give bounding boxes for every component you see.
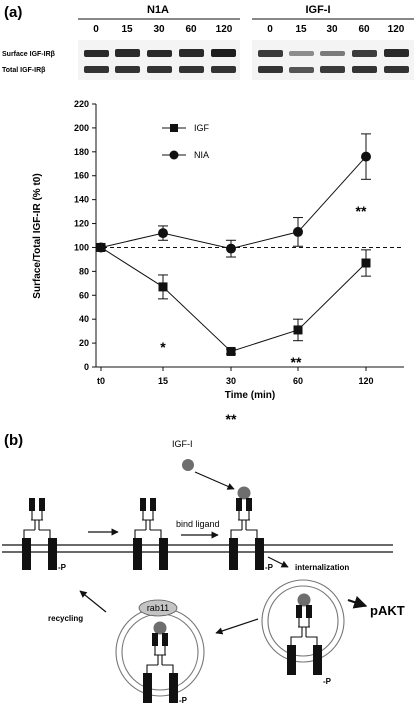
x-tick-label: 120 — [358, 376, 373, 386]
x-tick-label: 60 — [293, 376, 303, 386]
lane-igf-30: 30 — [326, 24, 338, 35]
y-tick-label: 0 — [84, 362, 89, 372]
y-tick-label: 80 — [79, 266, 89, 276]
data-point-igf — [226, 346, 236, 356]
lane-n1a-60: 60 — [185, 24, 197, 35]
bind-ligand-label: bind ligand — [176, 519, 220, 529]
x-tick-label: 15 — [158, 376, 168, 386]
significance-star-15: * — [160, 339, 166, 355]
rab11-label: rab11 — [147, 603, 169, 613]
data-point-nia — [226, 243, 236, 254]
legend-igf-label: IGF — [194, 123, 210, 133]
x-tick-label: 30 — [226, 376, 236, 386]
y-axis-title: Surface/Total IGF-IR (% t0) — [32, 173, 43, 298]
x-axis-title: Time (min) — [225, 390, 275, 401]
legend-nia-marker — [169, 150, 179, 160]
legend-igf-marker — [170, 124, 178, 132]
lane-igf-60: 60 — [358, 24, 370, 35]
pakt-arrow — [347, 595, 368, 609]
row-surface-label: Surface IGF-IRβ — [2, 51, 56, 58]
phospho-label: -P — [58, 563, 67, 572]
lane-n1a-120: 120 — [216, 24, 233, 35]
recycling-transfer-arrow — [215, 618, 259, 635]
receptor-icon — [133, 498, 168, 570]
lane-n1a-15: 15 — [121, 24, 133, 35]
group-n1a-label: N1A — [147, 4, 169, 16]
significance-star-120: ** — [356, 203, 367, 219]
data-point-nia — [293, 226, 303, 237]
lane-igf-120: 120 — [388, 24, 405, 35]
western-blot-image — [78, 40, 414, 80]
panel-a-label: (a) — [4, 4, 22, 21]
significance-star-overall: ** — [226, 411, 237, 427]
line-chart: 0 20 40 60 80 100 120 140 160 180 200 220 t0 15 30 60 1… — [74, 99, 404, 386]
y-tick-label: 160 — [74, 171, 89, 181]
data-point-igf — [361, 258, 371, 268]
series-line-igf — [100, 247, 367, 353]
lane-n1a-0: 0 — [93, 24, 99, 35]
y-ticks: 0 20 40 60 80 100 120 140 160 180 200 220 — [74, 99, 96, 372]
bound-receptor-icon: -P — [229, 486, 274, 572]
data-point-igf — [158, 282, 168, 292]
legend-nia-label: NIA — [194, 150, 209, 160]
lane-n1a-30: 30 — [153, 24, 165, 35]
lane-igf-15: 15 — [295, 24, 307, 35]
lane-labels: 0 15 30 60 120 0 15 30 60 120 — [93, 24, 405, 35]
row-total-label: Total IGF-IRβ — [2, 67, 46, 74]
recycling-label: recycling — [48, 614, 83, 623]
recycling-arrow — [79, 590, 107, 613]
x-tick-label: t0 — [97, 376, 105, 386]
phospho-label: -P — [323, 677, 332, 686]
endosome-icon: -P — [261, 579, 345, 686]
data-point-igf — [293, 325, 303, 335]
y-tick-label: 40 — [79, 314, 89, 324]
significance-star-60: ** — [291, 354, 302, 370]
series-line-nia — [100, 156, 367, 250]
series-layer — [96, 133, 371, 356]
ligand-label: IGF-I — [172, 439, 193, 449]
phospho-label: -P — [179, 696, 188, 705]
x-ticks: t0 15 30 60 120 — [97, 367, 374, 386]
y-tick-label: 20 — [79, 338, 89, 348]
y-tick-label: 200 — [74, 123, 89, 133]
data-point-nia — [158, 228, 168, 239]
chart-legend: IGF NIA — [162, 123, 210, 160]
group-igf-label: IGF-I — [305, 4, 330, 16]
y-tick-label: 140 — [74, 195, 89, 205]
ligand-arrow — [194, 471, 235, 490]
internalization-arrow — [267, 556, 289, 568]
data-point-nia — [361, 151, 371, 162]
y-tick-label: 220 — [74, 99, 89, 109]
pakt-label: pAKT — [370, 603, 405, 618]
y-tick-label: 60 — [79, 290, 89, 300]
internalization-label: internalization — [295, 563, 349, 572]
receptor-icon: -P — [22, 498, 67, 572]
data-point-nia — [96, 242, 106, 253]
panel-b-label: (b) — [4, 432, 23, 449]
y-tick-label: 180 — [74, 147, 89, 157]
phospho-label: -P — [265, 563, 274, 572]
rab11-marker — [138, 599, 178, 617]
y-tick-label: 100 — [74, 242, 89, 252]
free-ligand-icon — [182, 459, 194, 471]
recycling-endosome-icon: rab11 -P — [115, 599, 205, 705]
y-tick-label: 120 — [74, 219, 89, 229]
lane-igf-0: 0 — [267, 24, 273, 35]
